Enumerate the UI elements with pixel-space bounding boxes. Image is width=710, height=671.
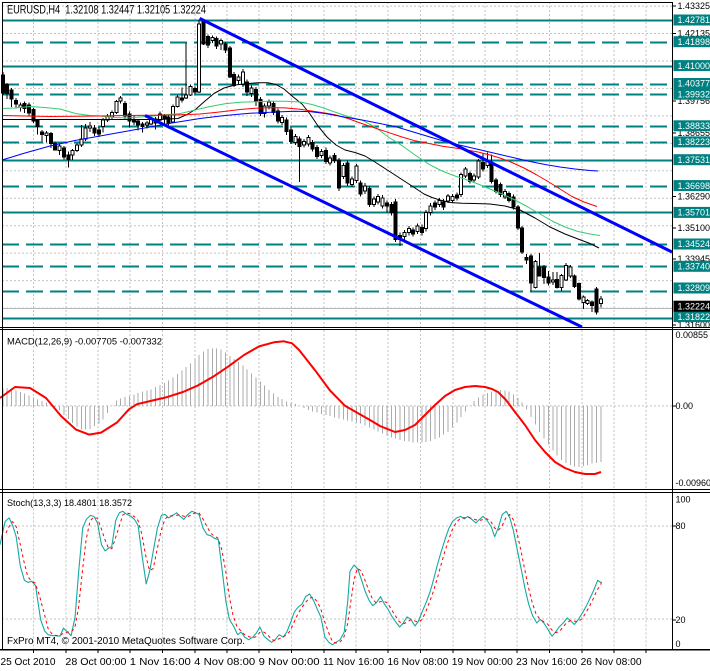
svg-text:1.36698: 1.36698 bbox=[678, 181, 710, 191]
svg-text:19 Nov 00:00: 19 Nov 00:00 bbox=[452, 657, 513, 668]
svg-text:1.31822: 1.31822 bbox=[678, 312, 710, 322]
svg-text:MACD(12,26,9) -0.007705 -0.007: MACD(12,26,9) -0.007705 -0.007332 bbox=[7, 337, 162, 348]
svg-text:1.35701: 1.35701 bbox=[678, 208, 710, 218]
svg-text:1.41000: 1.41000 bbox=[678, 61, 710, 71]
svg-text:1.38223: 1.38223 bbox=[678, 137, 710, 147]
svg-text:11 Nov 16:00: 11 Nov 16:00 bbox=[323, 657, 384, 668]
svg-text:1.33945: 1.33945 bbox=[678, 254, 710, 264]
svg-text:0.00855: 0.00855 bbox=[676, 330, 709, 340]
svg-text:1.42135: 1.42135 bbox=[678, 29, 710, 39]
svg-text:FxPro MT4, © 2001-2010 MetaQuo: FxPro MT4, © 2001-2010 MetaQuotes Softwa… bbox=[7, 636, 245, 647]
svg-text:0: 0 bbox=[676, 639, 681, 649]
svg-text:80: 80 bbox=[676, 521, 686, 531]
svg-text:1.31600: 1.31600 bbox=[678, 320, 710, 330]
svg-text:100: 100 bbox=[676, 495, 691, 505]
svg-text:1.39756: 1.39756 bbox=[678, 96, 710, 106]
svg-text:4 Nov 08:00: 4 Nov 08:00 bbox=[194, 657, 255, 668]
svg-text:1.42781: 1.42781 bbox=[678, 15, 710, 25]
svg-text:Stoch(13,3,3) 18.4801 18.3572: Stoch(13,3,3) 18.4801 18.3572 bbox=[7, 498, 132, 509]
svg-text:1.37531: 1.37531 bbox=[678, 155, 710, 165]
svg-text:1.33740: 1.33740 bbox=[678, 262, 710, 272]
svg-text:9 Nov 00:00: 9 Nov 00:00 bbox=[259, 657, 320, 668]
svg-text:1.41898: 1.41898 bbox=[678, 37, 710, 47]
svg-text:EURUSD,H4 1.32108 1.32447 1.3: EURUSD,H4 1.32108 1.32447 1.32105 1.3222… bbox=[7, 5, 206, 17]
svg-text:0.00: 0.00 bbox=[676, 401, 694, 411]
svg-text:-0.00960: -0.00960 bbox=[676, 478, 710, 488]
svg-text:1 Nov 16:00: 1 Nov 16:00 bbox=[130, 657, 191, 668]
svg-text:1.35100: 1.35100 bbox=[678, 223, 710, 233]
svg-text:23 Nov 16:00: 23 Nov 16:00 bbox=[516, 657, 577, 668]
svg-text:16 Nov 08:00: 16 Nov 08:00 bbox=[387, 657, 448, 668]
svg-text:25 Oct 2010: 25 Oct 2010 bbox=[1, 657, 56, 668]
svg-text:28 Oct 00:00: 28 Oct 00:00 bbox=[65, 657, 126, 668]
svg-text:1.34524: 1.34524 bbox=[678, 239, 710, 249]
svg-text:1.38833: 1.38833 bbox=[678, 121, 710, 131]
svg-text:1.36290: 1.36290 bbox=[678, 192, 710, 202]
svg-text:1.32809: 1.32809 bbox=[678, 283, 710, 293]
svg-text:1.43325: 1.43325 bbox=[678, 1, 710, 11]
svg-text:1.39932: 1.39932 bbox=[678, 89, 710, 99]
svg-text:26 Nov 08:00: 26 Nov 08:00 bbox=[581, 657, 642, 668]
svg-text:1.32224: 1.32224 bbox=[678, 301, 710, 311]
svg-text:1.38655: 1.38655 bbox=[678, 128, 710, 138]
svg-text:20: 20 bbox=[676, 615, 686, 625]
svg-text:1.40377: 1.40377 bbox=[678, 79, 710, 89]
